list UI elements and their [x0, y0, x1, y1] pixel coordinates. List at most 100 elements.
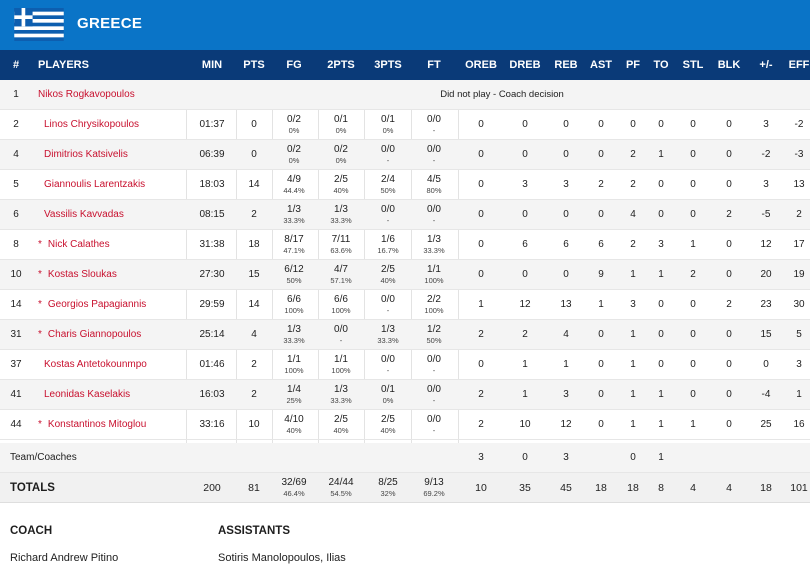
fg-made-attempted: 1/3	[287, 324, 301, 335]
col-ft[interactable]: FT	[427, 59, 441, 71]
three-pt-percent: -	[386, 306, 390, 315]
ft-made-attempted: 0/0	[427, 144, 441, 155]
reb-cell: 0	[563, 269, 569, 280]
three-pt-cell: 0/1 0%	[381, 110, 395, 140]
two-pt-made-attempted: 2/5	[334, 174, 348, 185]
fg-percent: 33.3%	[283, 336, 305, 345]
player-name-link[interactable]: * Georgios Papagiannis	[38, 290, 146, 320]
player-name-link[interactable]: Linos Chrysikopoulos	[38, 110, 139, 140]
blk-cell: 0	[726, 269, 732, 280]
player-name[interactable]: Nick Calathes	[47, 239, 110, 250]
two-pt-cell: 7/11 63.6%	[330, 230, 351, 260]
plus-minus-total: 18	[760, 482, 772, 494]
two-pt-percent: 57.1%	[330, 276, 352, 285]
col-eff[interactable]: EFF	[788, 59, 810, 71]
col-blk[interactable]: BLK	[717, 59, 741, 71]
player-name-link[interactable]: Nikos Rogkavopoulos	[38, 80, 135, 110]
fg-percent: 100%	[284, 366, 304, 375]
table-row: 5 Giannoulis Larentzakis 18:03 14 4/9 44.…	[0, 170, 810, 200]
col-2pts[interactable]: 2PTS	[327, 59, 355, 71]
player-name-link[interactable]: Kostas Antetokounmpo	[38, 350, 147, 380]
ft-made-attempted: 0/0	[427, 354, 441, 365]
two-pt-cell: 0/2 0%	[334, 140, 348, 170]
fg-made-attempted: 1/1	[287, 354, 301, 365]
player-name[interactable]: Leonidas Kaselakis	[44, 389, 131, 400]
ft-percent: -	[432, 126, 436, 135]
col-dreb[interactable]: DREB	[509, 59, 541, 71]
three-pt-percent: -	[386, 156, 390, 165]
player-number: 5	[13, 179, 19, 190]
team-header: GREECE	[0, 0, 810, 50]
col-stl[interactable]: STL	[682, 59, 704, 71]
player-name[interactable]: Linos Chrysikopoulos	[44, 119, 140, 130]
pf-cell: 3	[630, 299, 636, 310]
three-pt-percent: 32%	[380, 489, 396, 498]
player-name[interactable]: Georgios Papagiannis	[47, 299, 147, 310]
pf-cell: 1	[630, 329, 636, 340]
col-plus-minus[interactable]: +/-	[759, 59, 773, 71]
fg-percent: 100%	[284, 306, 304, 315]
oreb-total: 10	[475, 482, 487, 494]
player-name-link[interactable]: * Kostas Sloukas	[38, 260, 117, 290]
player-name[interactable]: Konstantinos Mitoglou	[47, 419, 147, 430]
reb-total: 45	[560, 482, 572, 494]
column-divider	[364, 80, 365, 503]
player-name[interactable]: Nikos Rogkavopoulos	[38, 89, 135, 100]
col-num[interactable]: #	[12, 59, 20, 71]
col-3pts[interactable]: 3PTS	[374, 59, 402, 71]
two-pt-cell: 0/1 0%	[334, 110, 348, 140]
min-cell: 27:30	[199, 269, 225, 280]
player-name-link[interactable]: * Charis Giannopoulos	[38, 320, 141, 350]
ft-percent: 100%	[424, 306, 444, 315]
fg-cell: 1/4 25%	[286, 380, 301, 410]
three-pt-cell: 0/0-	[381, 200, 395, 230]
pf-total: 18	[627, 482, 639, 494]
col-pf[interactable]: PF	[625, 59, 641, 71]
table-row: 31 * Charis Giannopoulos 25:14 4 1/3 33.3%…	[0, 320, 810, 350]
ft-percent: 100%	[424, 276, 444, 285]
col-reb[interactable]: REB	[554, 59, 578, 71]
col-min[interactable]: MIN	[201, 59, 223, 71]
eff-cell: 13	[793, 179, 805, 190]
player-name[interactable]: Giannoulis Larentzakis	[44, 179, 146, 190]
fg-cell: 8/17 47.1%	[283, 230, 304, 260]
player-name-link[interactable]: Vassilis Kavvadas	[38, 200, 124, 230]
col-pts[interactable]: PTS	[243, 59, 265, 71]
col-oreb[interactable]: OREB	[465, 59, 497, 71]
pf-cell: 4	[630, 209, 636, 220]
team-coaches-row: Team/Coaches 3 0 3 0 1	[0, 443, 810, 473]
player-name[interactable]: Kostas Sloukas	[47, 269, 117, 280]
player-name-link[interactable]: Giannoulis Larentzakis	[38, 170, 145, 200]
col-player[interactable]: PLAYERS	[38, 59, 89, 71]
min-cell: 06:39	[199, 149, 225, 160]
fg-percent: 25%	[286, 396, 302, 405]
starter-mark: *	[38, 239, 42, 250]
col-fg[interactable]: FG	[286, 59, 302, 71]
reb-cell: 13	[560, 299, 572, 310]
player-name-link[interactable]: * Nick Calathes	[38, 230, 110, 260]
two-pt-percent: 40%	[333, 426, 349, 435]
two-pt-made-attempted: 0/0	[334, 324, 348, 335]
three-pt-cell: 2/4 50%	[380, 170, 395, 200]
player-name-link[interactable]: Dimitrios Katsivelis	[38, 140, 128, 170]
two-pt-made-attempted: 0/2	[334, 144, 348, 155]
player-name-link[interactable]: Leonidas Kaselakis	[38, 380, 130, 410]
ft-percent: -	[432, 396, 436, 405]
table-row: 37 Kostas Antetokounmpo 01:46 2 1/1 100% …	[0, 350, 810, 380]
ast-cell: 0	[598, 149, 604, 160]
player-name[interactable]: Vassilis Kavvadas	[44, 209, 124, 220]
three-pt-cell: 2/5 40%	[380, 410, 395, 440]
ft-percent: 33.3%	[423, 246, 445, 255]
player-name[interactable]: Charis Giannopoulos	[47, 329, 142, 340]
stl-cell: 0	[690, 179, 696, 190]
reb-cell: 0	[563, 209, 569, 220]
fg-percent: 44.4%	[283, 186, 305, 195]
to-total: 8	[658, 482, 664, 494]
player-name-link[interactable]: * Konstantinos Mitoglou	[38, 410, 146, 440]
player-name[interactable]: Dimitrios Katsivelis	[44, 149, 128, 160]
col-to[interactable]: TO	[653, 59, 669, 71]
ast-total: 18	[595, 482, 607, 494]
player-name[interactable]: Kostas Antetokounmpo	[44, 359, 147, 370]
col-ast[interactable]: AST	[590, 59, 612, 71]
ast-cell: 0	[598, 329, 604, 340]
